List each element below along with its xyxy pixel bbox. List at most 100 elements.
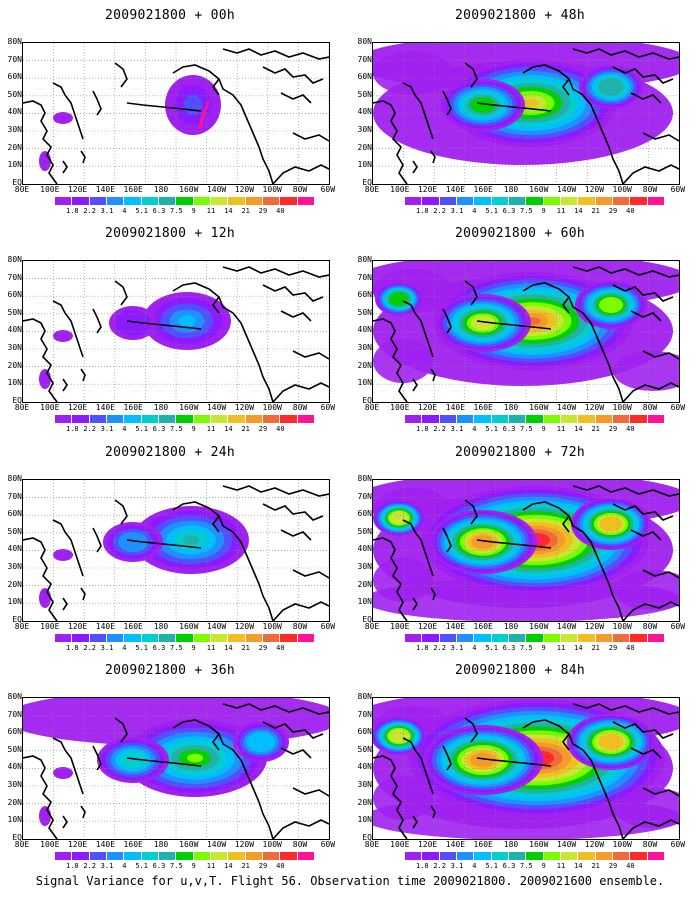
lat-label: 10N	[357, 597, 372, 607]
lon-label: 140E	[445, 622, 466, 631]
lon-label: 160E	[473, 185, 493, 194]
colorbar-swatch	[72, 197, 90, 205]
colorbar-label: 40	[276, 644, 285, 652]
lat-label: 10N	[7, 378, 22, 388]
colorbar-swatch	[89, 634, 107, 642]
lat-label: 20N	[7, 142, 22, 152]
colorbar-swatch	[55, 197, 73, 205]
coastline	[62, 378, 68, 392]
coastline	[373, 755, 408, 839]
coastline	[172, 501, 274, 621]
colorbar-swatch	[578, 634, 596, 642]
colorbar-label: 29	[608, 862, 618, 870]
signal-blob	[598, 78, 624, 96]
colorbar-label: 1.8	[66, 862, 79, 870]
lon-axis: 80E 100E 120E 140E 160E 180 160W 140W 120W 100W 80…	[10, 622, 340, 632]
coastline	[412, 815, 418, 829]
panel-title: 2009021800 + 24h	[104, 445, 236, 460]
coastline	[80, 150, 86, 164]
colorbar-swatch	[210, 197, 229, 205]
colorbar	[405, 197, 665, 207]
colorbar-label: 6.3	[152, 425, 166, 433]
coastline	[262, 503, 324, 521]
colorbar-label: 3.1	[100, 207, 114, 215]
signal-blob	[613, 351, 679, 391]
colorbar-swatch	[491, 634, 509, 642]
lat-label: EQ	[362, 177, 372, 187]
coastline	[442, 90, 452, 116]
colorbar-label: 14	[574, 425, 583, 433]
colorbar-label: 9	[191, 425, 196, 433]
coastline	[272, 601, 329, 621]
colorbar-swatch	[560, 415, 579, 423]
lon-axis: 80E 100E 120E 140E 160E 180 160W 140W 120W 100W 80…	[10, 185, 340, 195]
coastline	[642, 350, 679, 360]
coastline	[114, 717, 128, 743]
colorbar-label: 7.5	[170, 425, 183, 433]
colorbar-label: 2.2	[83, 862, 96, 870]
colorbar-label: 1.8	[416, 862, 429, 870]
colorbar-swatch	[72, 415, 90, 423]
coastline	[373, 537, 408, 621]
lat-label: 40N	[7, 325, 22, 335]
lon-label: 60W	[670, 403, 686, 412]
lon-label: 100E	[390, 403, 410, 412]
coastline	[272, 382, 329, 402]
lon-label: 80W	[642, 185, 658, 194]
coastline	[622, 164, 679, 184]
map-panel: 2009021800 + 84h 80N 70N 60N 50N 40N 30N 20N 10N…	[350, 655, 690, 870]
colorbar-swatch	[262, 415, 281, 423]
lon-label: 160W	[529, 185, 549, 194]
lon-axis: 80E 100E 120E 140E 160E 180 160W 140W 120W 100W 80…	[360, 840, 690, 850]
coastline	[280, 747, 312, 759]
map-svg	[373, 43, 679, 184]
lat-label: 70N	[7, 709, 22, 719]
colorbar-label: 14	[574, 644, 583, 652]
coastline	[612, 284, 674, 302]
signal-blob	[373, 51, 453, 95]
colorbar-label: 3.1	[450, 207, 464, 215]
lat-label: 80N	[357, 474, 372, 483]
coastline	[412, 378, 418, 392]
colorbar-swatch	[141, 634, 159, 642]
colorbar-label: 7.5	[520, 207, 533, 215]
colorbar-label: 11	[206, 425, 216, 433]
colorbar	[55, 634, 315, 644]
lon-label: 160W	[529, 622, 549, 631]
colorbar-label: 9	[191, 207, 196, 215]
colorbar	[55, 415, 315, 425]
colorbar-swatch	[89, 852, 107, 860]
signal-blob	[53, 549, 73, 561]
coastline	[572, 703, 679, 715]
colorbar-swatch	[560, 634, 579, 642]
lon-label: 80E	[14, 622, 30, 631]
colorbar	[55, 852, 315, 862]
colorbar-swatch	[422, 415, 440, 423]
colorbar-label: 40	[626, 644, 635, 652]
lat-label: 60N	[7, 72, 22, 82]
lat-label: 40N	[357, 544, 372, 554]
colorbar-swatch	[630, 852, 648, 860]
lat-label: 50N	[7, 307, 22, 317]
lon-label: 140W	[556, 185, 577, 194]
coastline	[642, 787, 679, 797]
map-panel: 2009021800 + 24h 80N 70N 60N 50N 40N 30N 20N 10N…	[0, 437, 340, 652]
coastline	[292, 787, 329, 797]
lat-label: 80N	[357, 37, 372, 46]
colorbar-swatch	[193, 415, 211, 423]
coastline	[126, 102, 202, 112]
lon-label: 160E	[123, 840, 143, 849]
colorbar-swatch	[124, 197, 142, 205]
colorbar-label: 11	[556, 862, 566, 870]
coastline	[562, 733, 570, 751]
colorbar-label: 4	[122, 644, 127, 652]
coastline	[212, 515, 220, 533]
colorbar-label: 29	[258, 644, 268, 652]
coastline	[62, 597, 68, 611]
colorbar-label: 21	[591, 425, 600, 433]
lon-label: 120W	[584, 403, 605, 412]
lon-label: 160E	[473, 840, 493, 849]
colorbar-label: 7.5	[520, 862, 533, 870]
lon-label: 100E	[40, 840, 60, 849]
colorbar-label: 2.2	[83, 644, 96, 652]
